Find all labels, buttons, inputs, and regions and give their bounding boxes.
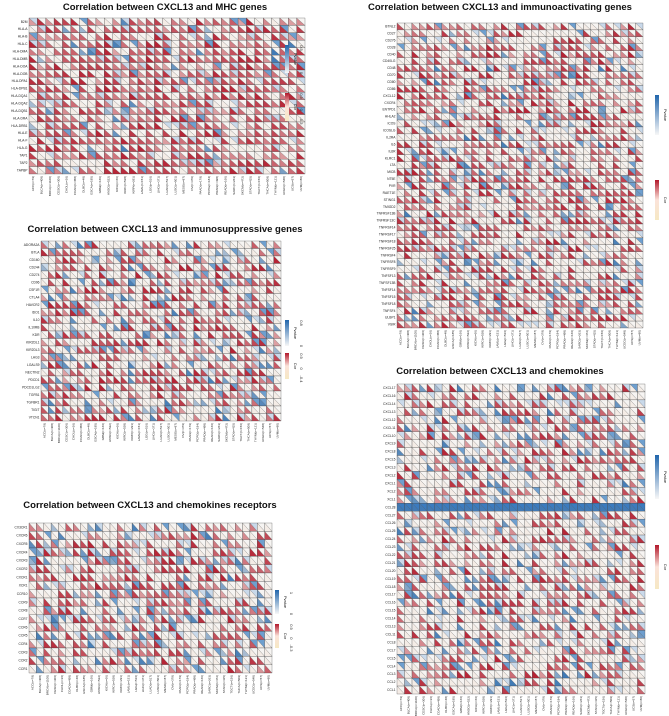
column-label: OV(n=379) — [190, 176, 194, 191]
cor-tick: -0.3 — [299, 118, 304, 126]
heatmap-cells — [29, 18, 305, 174]
column-label: ESCA(n=185) — [90, 176, 94, 195]
column-label: STAD(n=415) — [249, 176, 253, 194]
column-label: DLBC(n=48) — [81, 176, 85, 193]
column-label: LAML(n=151) — [140, 176, 144, 194]
column-label: PRAD(n=498) — [215, 176, 219, 195]
row-label: HLA-DQA1 — [11, 94, 28, 98]
panel-title: Correlation between CXCL13 and MHC genes — [63, 2, 267, 13]
column-label: THCA(n=509) — [265, 176, 269, 195]
column-label: CHOL(n=36) — [65, 176, 69, 193]
row-label: HLA-A — [18, 27, 29, 31]
row-label: HLA-DOA — [13, 64, 28, 68]
row-label: HLA-DQB1 — [11, 109, 28, 113]
column-label: LUAD(n=517) — [165, 176, 169, 194]
column-label: BLCA(n=408) — [40, 176, 44, 194]
column-label: UCS(n=57) — [290, 176, 294, 191]
row-label: HLA-DMA — [13, 50, 29, 54]
column-label: CESC(n=306) — [56, 176, 60, 195]
column-label: KIRC(n=538) — [123, 176, 127, 194]
row-label: HLA-F — [18, 139, 28, 143]
column-label: READ(n=166) — [224, 176, 228, 195]
row-label: HLA-DPB1 — [11, 87, 27, 91]
row-label: HLA-E — [18, 131, 29, 135]
column-label: LIHC(n=371) — [157, 176, 161, 193]
row-label: B2M — [21, 20, 28, 24]
row-label: HLA-B — [18, 35, 29, 39]
column-label: MESO(n=87) — [182, 176, 186, 194]
pvalue-legend-label: Pvalue — [293, 53, 298, 66]
row-label: HLA-DQA2 — [11, 102, 28, 106]
column-label: SKCM(n=472) — [240, 176, 244, 195]
pvalue-colorbar — [285, 45, 289, 73]
row-label: HLA-G — [17, 146, 28, 150]
row-label: HLA-DRB1 — [11, 124, 27, 128]
column-label: PAAD(n=179) — [198, 176, 202, 194]
figure-canvas: Correlation between CXCL13 and MHC genes… — [0, 0, 669, 716]
column-label: UVM(n=80) — [299, 176, 303, 191]
column-label: LGG(n=516) — [148, 176, 152, 193]
row-label: HLA-DOB — [13, 72, 28, 76]
cor-colorbar — [285, 93, 289, 121]
row-label: TAPBP — [17, 168, 28, 172]
column-label: KIRP(n=291) — [132, 176, 136, 193]
row-label: HLA-C — [18, 42, 29, 46]
column-label: ACC(n=79) — [31, 176, 35, 191]
row-label: HLA-DPA1 — [12, 79, 28, 83]
column-label: LUSC(n=501) — [173, 176, 177, 194]
column-label: PCPG(n=184) — [207, 176, 211, 195]
column-label: UCEC(n=548) — [282, 176, 286, 195]
panel-mhc: Correlation between CXCL13 and MHC genes… — [11, 2, 305, 196]
panel-title: Correlation between CXCL13 and immunoact… — [368, 2, 632, 13]
panel-immunoactivating: Correlation between CXCL13 and immunoact… — [368, 2, 669, 350]
row-label: TAP1 — [19, 154, 27, 158]
row-label: HLA-DRA — [13, 116, 28, 120]
row-label: TAP2 — [19, 161, 27, 165]
column-label: THYM(n=121) — [274, 176, 278, 195]
column-label: HNSC(n=522) — [106, 176, 110, 195]
cor-tick: 0.9 — [299, 93, 304, 99]
column-label: GBM(n=166) — [98, 176, 102, 193]
column-label: SARC(n=263) — [232, 176, 236, 195]
column-label: BRCA(n=1100) — [48, 176, 52, 196]
heatmap-cells — [397, 23, 643, 328]
column-label: KICH(n=66) — [115, 176, 119, 192]
cor-legend-label: Cor — [293, 104, 298, 111]
column-label: TGCT(n=156) — [257, 176, 261, 195]
pvalue-tick: 0.5 — [299, 45, 304, 51]
column-label: COAD(n=458) — [73, 176, 77, 195]
row-label: HLA-DMB — [13, 57, 29, 61]
